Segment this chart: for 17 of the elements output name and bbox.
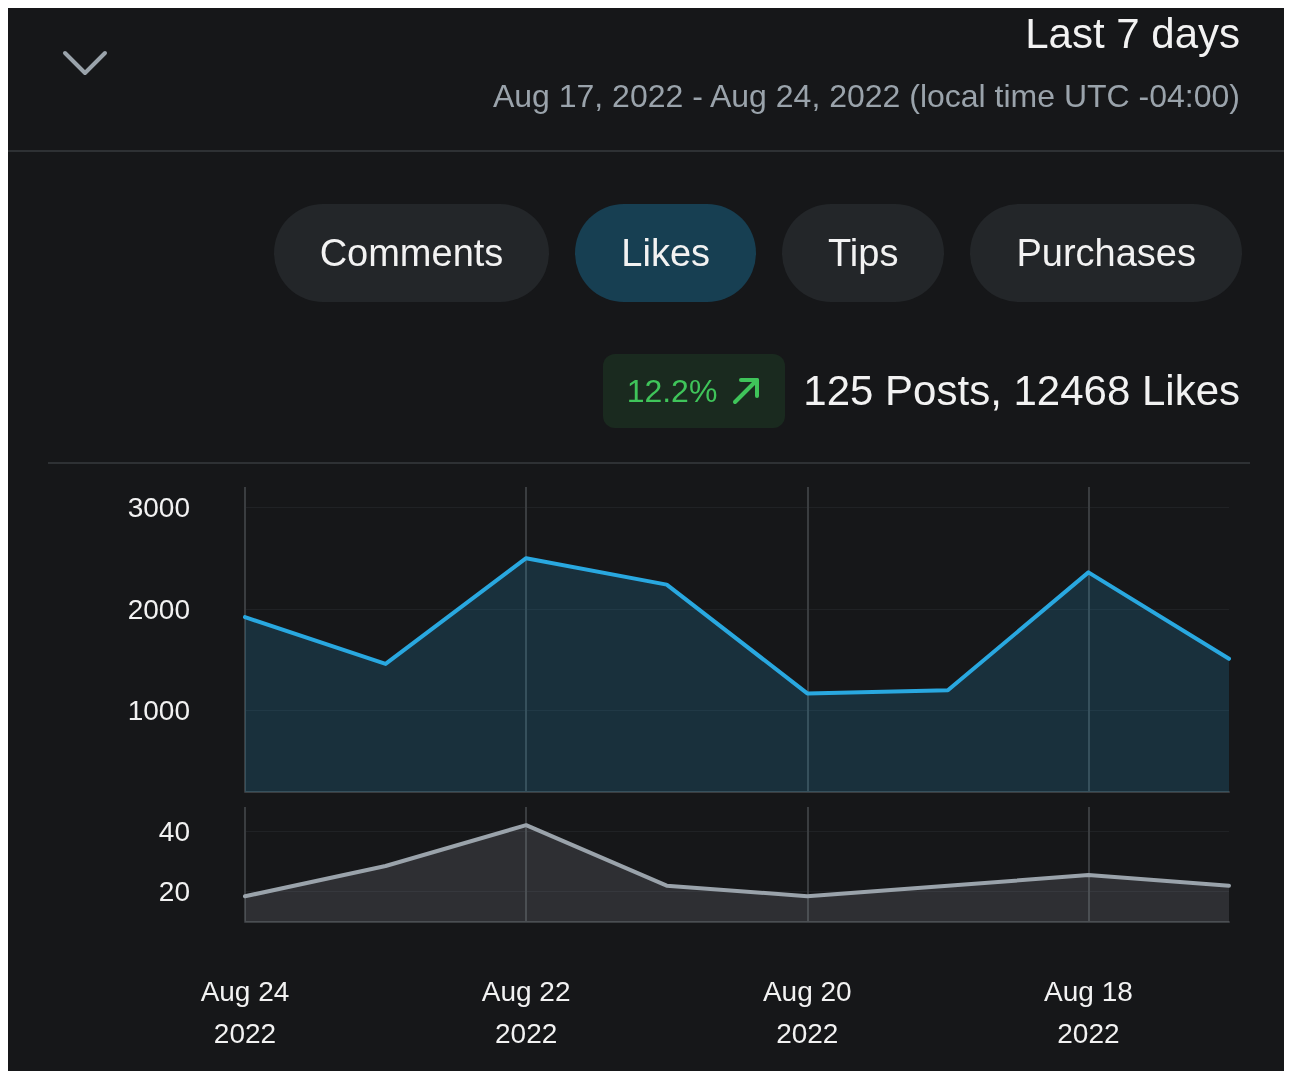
chart-subtitle: Aug 17, 2022 - Aug 24, 2022 (local time UTC -04:00) bbox=[492, 78, 1240, 115]
text: Purchases bbox=[970, 204, 1242, 302]
y-tick-label: 3000 bbox=[127, 491, 190, 523]
x-tick-label: Aug 24 2022 bbox=[200, 975, 290, 1049]
y-tick-label: 40 bbox=[158, 815, 190, 847]
y-tick-label: 1000 bbox=[127, 695, 190, 727]
x-tick-label: Aug 18 2022 bbox=[1044, 975, 1133, 1049]
x-tick-label: Aug 22 2022 bbox=[481, 975, 571, 1049]
text: Comments bbox=[273, 204, 550, 302]
chart-title: Last 7 days bbox=[1025, 10, 1240, 58]
text: 12.2% bbox=[626, 372, 718, 410]
y-tick-label: 2000 bbox=[127, 593, 190, 625]
text: 125 Posts, 12468 Likes bbox=[803, 367, 1240, 415]
y-tick-label: 20 bbox=[158, 876, 190, 908]
text: Likes bbox=[575, 204, 757, 302]
text: Tips bbox=[782, 204, 945, 302]
x-tick-label: Aug 20 2022 bbox=[762, 975, 852, 1049]
